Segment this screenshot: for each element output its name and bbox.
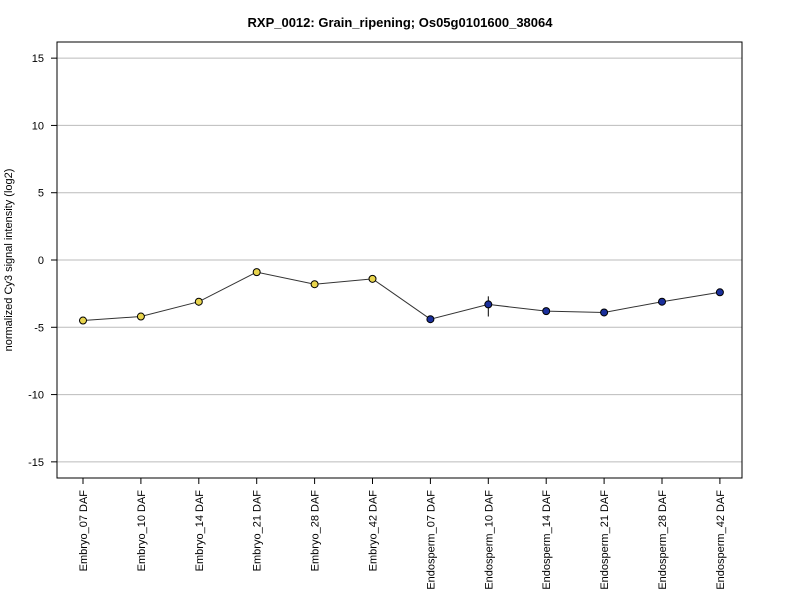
y-tick-label: -15: [28, 457, 44, 469]
data-point: [194, 297, 203, 306]
axes: 15 10 5 0 -5 -10 -15 Embryo_07 DAF Embryo_10 DAF…: [28, 53, 727, 590]
x-tick-label: Embryo_21 DAF: [252, 490, 264, 572]
data-point: [368, 274, 377, 283]
y-tick-label: 5: [38, 188, 44, 200]
data-point: [600, 308, 609, 317]
data-point: [542, 307, 551, 316]
data-point: [79, 316, 87, 325]
data-point: [426, 315, 435, 324]
chart-title: RXP_0012: Grain_ripening; Os05g0101600_3…: [248, 15, 554, 30]
x-tick-label: Endosperm_28 DAF: [657, 490, 669, 590]
data-point: [136, 312, 145, 321]
y-tick-label: 10: [32, 120, 44, 132]
data-point: [252, 268, 261, 277]
grid-lines: [57, 57, 742, 463]
x-tick-label: Embryo_14 DAF: [194, 490, 206, 572]
y-tick-label: 15: [32, 53, 44, 65]
series-line: [82, 271, 720, 322]
x-tick-label: Embryo_28 DAF: [310, 490, 322, 572]
data-point: [715, 288, 724, 297]
y-tick-label: -10: [28, 390, 44, 402]
x-tick-label: Embryo_10 DAF: [136, 490, 148, 572]
x-tick-label: Embryo_07 DAF: [78, 490, 90, 572]
y-tick-label: 0: [38, 255, 44, 267]
x-tick-label: Endosperm_14 DAF: [541, 490, 553, 590]
y-tick-label: -5: [34, 322, 44, 334]
x-tick-label: Endosperm_21 DAF: [599, 490, 611, 590]
data-point: [484, 300, 493, 309]
x-tick-label: Endosperm_42 DAF: [715, 490, 727, 590]
y-axis-label: normalized Cy3 signal intensity (log2): [3, 169, 15, 352]
series: [79, 268, 724, 325]
x-tick-label: Embryo_42 DAF: [368, 490, 380, 572]
x-tick-label: Endosperm_10 DAF: [483, 490, 495, 590]
plot-frame: [56, 41, 743, 479]
data-point: [658, 297, 666, 306]
x-tick-label: Endosperm_07 DAF: [425, 490, 437, 590]
data-point: [310, 280, 319, 289]
